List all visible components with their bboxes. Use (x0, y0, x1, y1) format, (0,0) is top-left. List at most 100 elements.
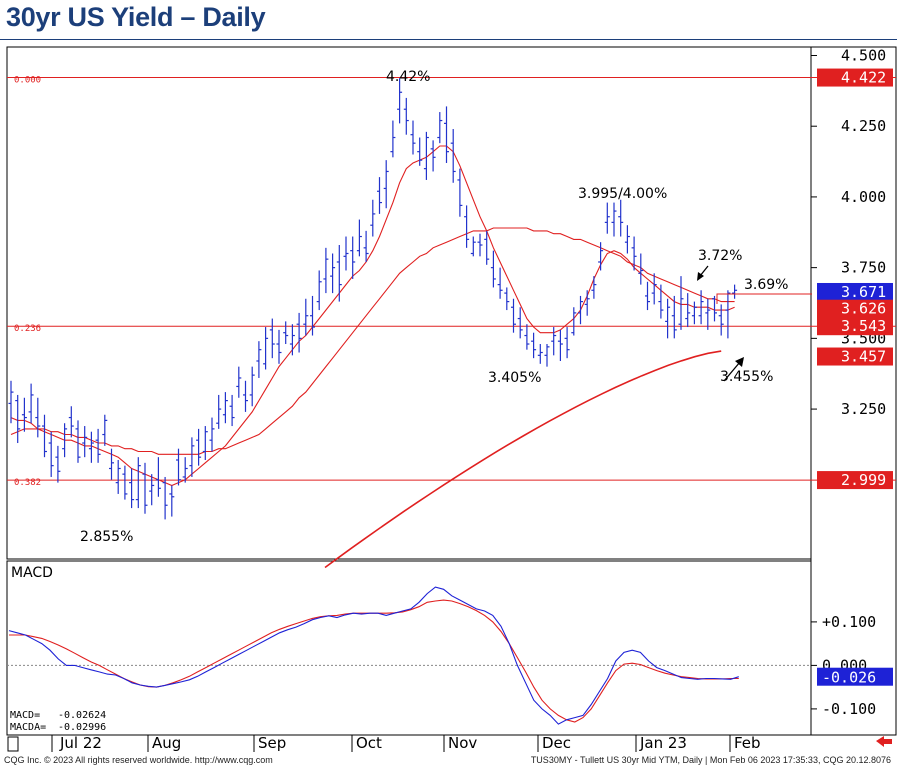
ohlc-bar (551, 327, 557, 356)
ohlc-bar (712, 295, 717, 322)
ohlc-bar (189, 437, 195, 477)
ohlc-bar (470, 236, 476, 257)
ohlc-bar (28, 383, 34, 424)
ohlc-bar (202, 426, 208, 460)
ohlc-bar (62, 423, 68, 458)
ohlc-bar (88, 431, 94, 463)
price-annotation: 2.855% (80, 529, 133, 545)
ohlc-bar (658, 284, 664, 319)
ohlc-bar (511, 298, 516, 333)
ohlc-bar (497, 267, 503, 299)
x-tick-label: Oct (356, 734, 382, 752)
price-tag-label: 3.457 (841, 348, 886, 366)
title-rule (0, 39, 897, 40)
ohlc-bar (517, 307, 523, 339)
ohlc-bar (303, 298, 309, 336)
axis-panel-frame (810, 46, 897, 736)
ohlc-bar (35, 397, 41, 438)
ohlc-bar (578, 295, 583, 325)
ohlc-bar (48, 431, 54, 477)
ohlc-bar (15, 394, 21, 444)
sma-mid-line (10, 227, 735, 455)
ohlc-bar (169, 485, 175, 517)
page-title: 30yr US Yield – Daily (6, 2, 266, 32)
price-annotation: 3.455% (720, 369, 773, 385)
ohlc-bar (256, 341, 262, 378)
ohlc-bar (296, 312, 302, 353)
ohlc-bar (678, 276, 684, 330)
ohlc-bar (82, 426, 88, 458)
annotation-arrow (723, 361, 741, 382)
price-tag (817, 299, 893, 318)
ohlc-bar (691, 301, 697, 325)
ohlc-bar (209, 417, 215, 452)
macd-readout-value: -0.02624 (58, 710, 106, 721)
ohlc-bar (504, 287, 510, 311)
ohlc-bar (430, 140, 436, 172)
ohlc-bar (68, 406, 74, 438)
ohlc-bar (698, 290, 704, 325)
x-tick-label: Nov (448, 734, 477, 752)
footer-copyright: CQG Inc. © 2023 All rights reserved worl… (4, 755, 273, 765)
ohlc-bar (289, 324, 295, 356)
price-annotation: 4.42% (386, 69, 430, 85)
ohlc-bar (390, 120, 396, 158)
ohlc-bar (584, 290, 590, 316)
ohlc-bar (55, 445, 61, 483)
ohlc-bar (631, 236, 637, 271)
y-tick-label: 4.250 (841, 117, 886, 135)
ohlc-bar (557, 329, 563, 361)
ohlc-bar (276, 329, 282, 364)
ohlc-bar (651, 273, 657, 305)
ohlc-bar (564, 327, 570, 359)
x-tick-label: Aug (152, 734, 181, 752)
fib-price-tag (817, 317, 893, 336)
ohlc-bar (363, 230, 369, 262)
ohlc-bar (343, 236, 349, 271)
macd-last-tag (817, 667, 893, 686)
ohlc-bar (383, 160, 389, 209)
ohlc-bar (236, 366, 242, 398)
ohlc-bar (263, 327, 269, 370)
ohlc-bar (269, 318, 275, 359)
ohlc-bar (196, 428, 202, 466)
resistance-line (716, 293, 812, 304)
ohlc-bar (8, 380, 14, 424)
ohlc-bar (155, 457, 161, 497)
macd-last-tag-label: -0.026 (822, 669, 876, 687)
price-annotation: 3.405% (488, 370, 541, 386)
macd-readout-value: -0.02996 (58, 722, 106, 733)
ohlc-bar (397, 78, 403, 124)
macd-readout-box (8, 706, 104, 734)
ohlc-bar (109, 448, 114, 480)
ohlc-bar (417, 137, 423, 166)
price-tag (817, 347, 893, 366)
ohlc-bar (604, 202, 610, 234)
ohlc-bar (42, 414, 47, 458)
x-tick-label: Feb (734, 734, 761, 752)
ohlc-bar (95, 428, 101, 463)
ohlc-bar (176, 448, 181, 486)
ohlc-bar (323, 247, 329, 294)
ohlc-bar (21, 397, 27, 432)
ohlc-bar (665, 298, 671, 339)
ohlc-bar (222, 392, 228, 424)
ohlc-bar (75, 420, 81, 463)
ohlc-bar (330, 253, 336, 294)
ohlc-bar (229, 394, 235, 427)
x-tick-label: Jan 23 (639, 734, 687, 752)
macd-readout-label: MACDA= (10, 722, 46, 733)
ohlc-bar (336, 245, 342, 302)
macd-readout-label: MACD= (10, 710, 40, 721)
ohlc-bar (249, 366, 255, 407)
ohlc-bar (531, 332, 537, 359)
ohlc-bar (705, 298, 711, 330)
ohlc-bar (624, 225, 630, 254)
fib-price-tag-label: 2.999 (841, 471, 886, 489)
ohlc-bar (490, 250, 496, 288)
ohlc-bar (618, 199, 624, 237)
macd-title: MACD (11, 565, 53, 581)
ohlc-bar (356, 219, 362, 257)
sma-slow-line (324, 350, 722, 569)
fib-price-tag (817, 68, 893, 87)
